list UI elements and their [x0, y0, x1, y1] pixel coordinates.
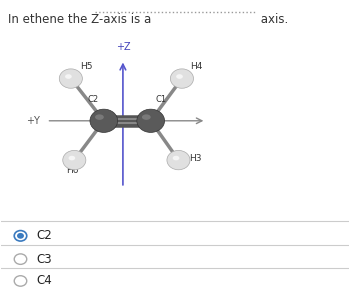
- Text: H6: H6: [66, 166, 79, 175]
- Ellipse shape: [59, 69, 82, 88]
- Ellipse shape: [65, 74, 72, 79]
- Ellipse shape: [63, 151, 86, 170]
- Ellipse shape: [170, 69, 194, 88]
- Text: H4: H4: [190, 62, 202, 71]
- Ellipse shape: [167, 151, 190, 170]
- Text: H5: H5: [80, 62, 93, 71]
- Text: C3: C3: [36, 253, 52, 265]
- Text: +Y: +Y: [26, 116, 40, 126]
- Ellipse shape: [173, 156, 180, 160]
- Text: axis.: axis.: [257, 13, 288, 26]
- Ellipse shape: [95, 114, 104, 120]
- Ellipse shape: [69, 156, 75, 160]
- Circle shape: [14, 254, 27, 264]
- Text: H3: H3: [190, 154, 202, 163]
- Text: C2: C2: [36, 229, 52, 242]
- Ellipse shape: [90, 109, 118, 132]
- Circle shape: [14, 276, 27, 286]
- Text: C4: C4: [36, 275, 52, 288]
- Text: C2: C2: [88, 95, 99, 104]
- Text: C1: C1: [155, 95, 167, 104]
- Circle shape: [14, 230, 27, 241]
- Ellipse shape: [137, 109, 164, 132]
- Ellipse shape: [142, 114, 151, 120]
- Ellipse shape: [176, 74, 183, 79]
- Text: In ethene the Z-axis is a: In ethene the Z-axis is a: [8, 13, 152, 26]
- Circle shape: [17, 233, 24, 239]
- Text: +Z: +Z: [116, 42, 130, 52]
